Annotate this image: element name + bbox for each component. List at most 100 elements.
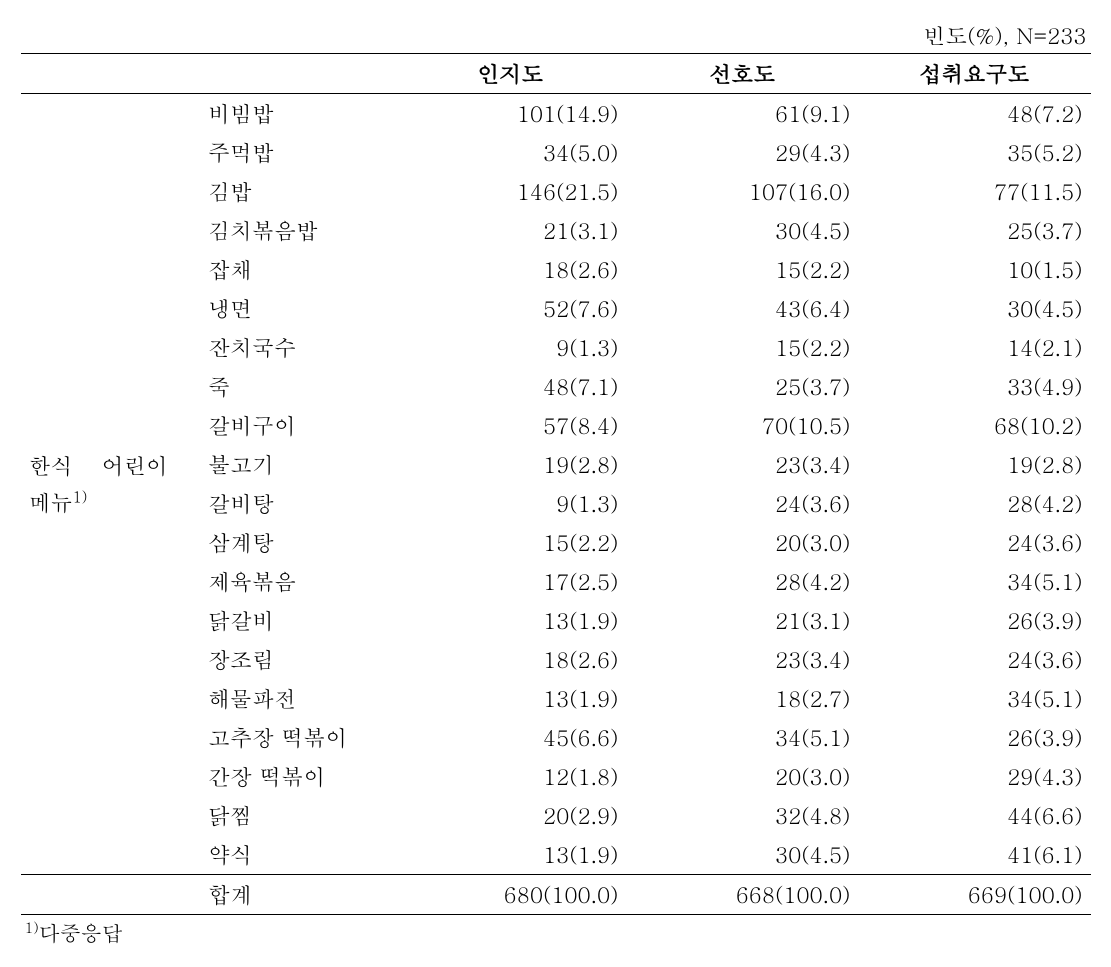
value-cell-3: 26(3.9) <box>858 601 1090 640</box>
item-name: 약식 <box>200 835 394 875</box>
value-cell-2: 15(2.2) <box>626 250 858 289</box>
value-cell-1: 18(2.6) <box>394 640 626 679</box>
total-v3: 669(100.0) <box>858 875 1090 915</box>
header-row: 인지도 선호도 섭취요구도 <box>21 54 1091 94</box>
value-cell-2: 34(5.1) <box>626 718 858 757</box>
value-cell-3: 34(5.1) <box>858 679 1090 718</box>
item-name: 김밥 <box>200 172 394 211</box>
value-cell-2: 25(3.7) <box>626 367 858 406</box>
value-cell-3: 29(4.3) <box>858 757 1090 796</box>
item-name: 고추장 떡볶이 <box>200 718 394 757</box>
value-cell-3: 30(4.5) <box>858 289 1090 328</box>
item-name: 해물파전 <box>200 679 394 718</box>
item-name: 불고기 <box>200 445 394 484</box>
value-cell-2: 32(4.8) <box>626 796 858 835</box>
item-name: 갈비탕 <box>200 484 394 523</box>
value-cell-2: 30(4.5) <box>626 211 858 250</box>
value-cell-3: 41(6.1) <box>858 835 1090 875</box>
footnote: 1)다중응답 <box>21 915 1091 947</box>
value-cell-1: 13(1.9) <box>394 835 626 875</box>
value-cell-3: 24(3.6) <box>858 640 1090 679</box>
value-cell-1: 19(2.8) <box>394 445 626 484</box>
item-name: 삼계탕 <box>200 523 394 562</box>
value-cell-3: 68(10.2) <box>858 406 1090 445</box>
value-cell-1: 52(7.6) <box>394 289 626 328</box>
value-cell-1: 9(1.3) <box>394 328 626 367</box>
item-name: 장조림 <box>200 640 394 679</box>
total-v2: 668(100.0) <box>626 875 858 915</box>
category-sup: 1) <box>73 487 88 508</box>
value-cell-2: 28(4.2) <box>626 562 858 601</box>
item-name: 주먹밥 <box>200 133 394 172</box>
value-cell-3: 24(3.6) <box>858 523 1090 562</box>
value-cell-2: 15(2.2) <box>626 328 858 367</box>
value-cell-2: 20(3.0) <box>626 523 858 562</box>
value-cell-2: 23(3.4) <box>626 445 858 484</box>
footnote-text: 다중응답 <box>39 917 123 947</box>
value-cell-1: 21(3.1) <box>394 211 626 250</box>
category-label-line1: 한식 어린이 <box>29 447 193 484</box>
item-name: 냉면 <box>200 289 394 328</box>
col-header-3: 섭취요구도 <box>858 54 1090 94</box>
table-row: 한식 어린이메뉴1)비빔밥101(14.9)61(9.1)48(7.2) <box>21 94 1091 134</box>
value-cell-1: 18(2.6) <box>394 250 626 289</box>
item-name: 제육볶음 <box>200 562 394 601</box>
value-cell-3: 25(3.7) <box>858 211 1090 250</box>
item-name: 닭찜 <box>200 796 394 835</box>
value-cell-2: 61(9.1) <box>626 94 858 134</box>
item-name: 비빔밥 <box>200 94 394 134</box>
value-cell-2: 20(3.0) <box>626 757 858 796</box>
item-name: 죽 <box>200 367 394 406</box>
value-cell-2: 21(3.1) <box>626 601 858 640</box>
header-note: 빈도(%), N=233 <box>21 20 1091 53</box>
value-cell-2: 30(4.5) <box>626 835 858 875</box>
col-blank-2 <box>200 54 394 94</box>
value-cell-1: 13(1.9) <box>394 679 626 718</box>
value-cell-1: 101(14.9) <box>394 94 626 134</box>
footnote-sup: 1) <box>25 917 39 938</box>
value-cell-2: 18(2.7) <box>626 679 858 718</box>
value-cell-1: 17(2.5) <box>394 562 626 601</box>
value-cell-3: 35(5.2) <box>858 133 1090 172</box>
item-name: 갈비구이 <box>200 406 394 445</box>
item-name: 김치볶음밥 <box>200 211 394 250</box>
value-cell-2: 24(3.6) <box>626 484 858 523</box>
value-cell-1: 45(6.6) <box>394 718 626 757</box>
value-cell-1: 13(1.9) <box>394 601 626 640</box>
total-blank <box>21 875 201 915</box>
col-blank-1 <box>21 54 201 94</box>
col-header-1: 인지도 <box>394 54 626 94</box>
value-cell-3: 28(4.2) <box>858 484 1090 523</box>
item-name: 닭갈비 <box>200 601 394 640</box>
item-name: 간장 떡볶이 <box>200 757 394 796</box>
value-cell-1: 20(2.9) <box>394 796 626 835</box>
total-label: 합계 <box>200 875 394 915</box>
category-label-line2-text: 메뉴 <box>29 487 73 518</box>
value-cell-1: 15(2.2) <box>394 523 626 562</box>
value-cell-3: 48(7.2) <box>858 94 1090 134</box>
value-cell-3: 26(3.9) <box>858 718 1090 757</box>
value-cell-2: 43(6.4) <box>626 289 858 328</box>
value-cell-1: 57(8.4) <box>394 406 626 445</box>
value-cell-1: 48(7.1) <box>394 367 626 406</box>
value-cell-1: 146(21.5) <box>394 172 626 211</box>
value-cell-1: 34(5.0) <box>394 133 626 172</box>
value-cell-3: 34(5.1) <box>858 562 1090 601</box>
item-name: 잡채 <box>200 250 394 289</box>
total-row: 합계 680(100.0) 668(100.0) 669(100.0) <box>21 875 1091 915</box>
total-v1: 680(100.0) <box>394 875 626 915</box>
category-label: 한식 어린이메뉴1) <box>21 94 201 875</box>
item-name: 잔치국수 <box>200 328 394 367</box>
data-table: 인지도 선호도 섭취요구도 한식 어린이메뉴1)비빔밥101(14.9)61(9… <box>21 53 1091 915</box>
value-cell-1: 9(1.3) <box>394 484 626 523</box>
value-cell-3: 77(11.5) <box>858 172 1090 211</box>
category-label-line2: 메뉴1) <box>29 484 193 521</box>
value-cell-3: 19(2.8) <box>858 445 1090 484</box>
value-cell-1: 12(1.8) <box>394 757 626 796</box>
value-cell-2: 23(3.4) <box>626 640 858 679</box>
value-cell-3: 14(2.1) <box>858 328 1090 367</box>
table-container: 빈도(%), N=233 인지도 선호도 섭취요구도 한식 어린이메뉴1)비빔밥… <box>21 20 1091 947</box>
value-cell-2: 70(10.5) <box>626 406 858 445</box>
value-cell-2: 29(4.3) <box>626 133 858 172</box>
value-cell-3: 10(1.5) <box>858 250 1090 289</box>
